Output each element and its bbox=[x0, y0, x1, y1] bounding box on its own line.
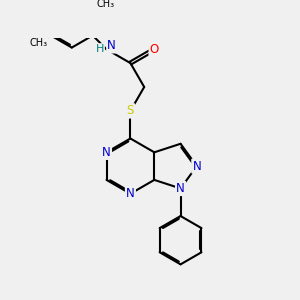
Text: CH₃: CH₃ bbox=[96, 0, 114, 9]
Text: N: N bbox=[176, 182, 185, 195]
Text: O: O bbox=[150, 43, 159, 56]
Text: N: N bbox=[126, 187, 135, 200]
Text: N: N bbox=[192, 160, 201, 172]
Text: H: H bbox=[95, 44, 104, 54]
Text: N: N bbox=[107, 39, 116, 52]
Text: S: S bbox=[127, 104, 134, 117]
Text: CH₃: CH₃ bbox=[29, 38, 47, 48]
Text: N: N bbox=[102, 146, 111, 159]
